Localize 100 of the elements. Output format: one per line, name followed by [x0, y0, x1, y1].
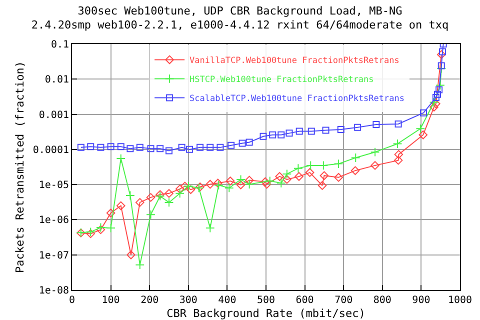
point: [370, 147, 380, 157]
x-tick-label: 1000: [448, 295, 472, 306]
point: [350, 153, 360, 162]
point: [146, 210, 156, 220]
point: [294, 164, 303, 174]
point: [286, 130, 293, 137]
point: [372, 121, 380, 128]
point: [334, 173, 343, 182]
point: [126, 145, 134, 152]
point: [432, 94, 440, 102]
y-axis-title: Packets Retransmitted (fraction): [14, 61, 27, 273]
point: [87, 143, 94, 150]
point: [226, 176, 235, 186]
point: [166, 147, 172, 154]
point: [282, 169, 292, 179]
point: [238, 140, 246, 147]
point: [436, 80, 445, 90]
point: [164, 189, 174, 198]
point: [236, 180, 246, 190]
y-tick-label: 1e-06: [38, 215, 69, 226]
point: [106, 223, 116, 233]
point: [178, 144, 186, 151]
chart-title: 300sec Web100tune, UDP CBR Background Load, MB-NG: [78, 4, 402, 18]
point: [320, 171, 329, 180]
point: [318, 181, 327, 190]
y-tick-label: 1e-05: [38, 180, 69, 192]
point: [394, 150, 404, 159]
x-tick-label: 600: [296, 295, 314, 306]
point: [156, 145, 164, 152]
point: [394, 156, 403, 165]
x-tick-label: 500: [256, 295, 276, 306]
point: [117, 143, 124, 150]
point: [392, 139, 402, 148]
point: [436, 50, 446, 59]
point: [107, 143, 114, 150]
point: [186, 146, 194, 153]
x-tick-label: 900: [412, 295, 430, 306]
point: [236, 174, 246, 184]
point: [244, 180, 254, 189]
point: [269, 131, 276, 138]
point: [438, 62, 445, 70]
point: [420, 109, 428, 116]
point: [418, 130, 428, 140]
point: [126, 190, 135, 200]
y-tick-label: 0.1: [50, 40, 69, 50]
y-tick-label: 1e-07: [38, 250, 69, 262]
point: [146, 193, 156, 202]
chart-subtitle: 2.4.20smp web100-2.2.1, e1000-4.4.12 rxint 64/64moderate on txq: [31, 18, 449, 32]
x-tick-label: 400: [218, 295, 236, 306]
point: [206, 144, 214, 151]
point: [246, 138, 253, 146]
x-tick-label: 300: [179, 295, 198, 306]
x-tick-label: 700: [334, 295, 353, 306]
point: [370, 161, 380, 170]
point: [180, 182, 190, 191]
point: [262, 180, 272, 189]
point: [96, 222, 106, 232]
point: [136, 144, 144, 151]
point: [350, 166, 360, 175]
point: [322, 126, 330, 134]
point: [135, 260, 145, 270]
point: [106, 208, 116, 218]
point: [77, 144, 84, 151]
y-tick-label: 0.001: [38, 110, 69, 121]
point: [205, 223, 215, 233]
point: [432, 99, 440, 108]
point: [175, 188, 185, 198]
point: [184, 181, 194, 191]
point: [216, 144, 224, 151]
point: [228, 142, 235, 149]
point: [260, 177, 270, 186]
point: [244, 176, 254, 185]
point: [164, 198, 174, 208]
point: [434, 90, 441, 98]
x-tick-label: 200: [140, 295, 159, 306]
point: [116, 154, 126, 164]
point: [305, 168, 314, 177]
point: [186, 185, 196, 194]
y-tick-label: 0.0001: [32, 144, 69, 156]
y-tick-label: 0.01: [44, 74, 69, 86]
point: [206, 180, 215, 189]
point: [97, 144, 104, 151]
point: [394, 120, 402, 128]
point: [175, 184, 184, 194]
point: [224, 183, 234, 193]
x-tick-label: 100: [102, 295, 120, 306]
point: [196, 144, 204, 151]
point: [278, 131, 285, 138]
point: [416, 124, 426, 134]
legend-label: HSTCP.Web100tune FractionPktsRetrans: [190, 75, 374, 86]
point: [282, 175, 292, 184]
x-axis-title: CBR Background Rate (mbit/sec): [166, 307, 366, 320]
point: [334, 159, 344, 168]
point: [276, 178, 286, 188]
point: [296, 128, 303, 135]
point: [260, 132, 267, 140]
x-tick-label: 0: [68, 295, 76, 306]
point: [430, 102, 438, 112]
point: [294, 172, 304, 181]
point: [436, 86, 443, 94]
